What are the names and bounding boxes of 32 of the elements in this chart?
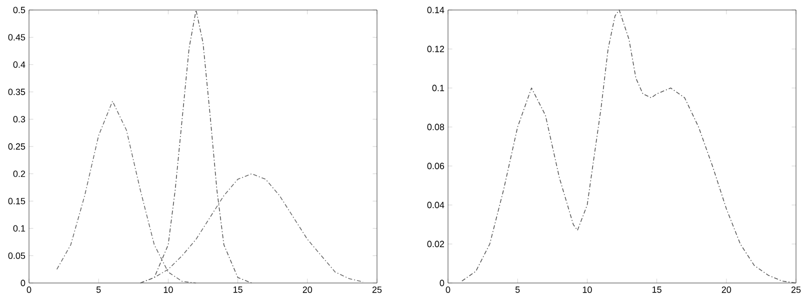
y-tick-label: 0.4 — [13, 61, 26, 68]
x-tick-label: 5 — [96, 286, 101, 293]
x-tick-label: 10 — [582, 286, 592, 293]
y-tick-label: 0.06 — [427, 162, 444, 170]
y-tick-label: 0.5 — [13, 6, 26, 14]
x-tick-label: 20 — [302, 286, 312, 293]
x-tick-label: 5 — [515, 286, 520, 293]
y-tick-label: 0.04 — [427, 202, 444, 208]
y-tick-label: 0.05 — [8, 252, 26, 259]
y-tick-label: 0.25 — [8, 143, 26, 150]
y-tick-label: 0.1 — [432, 84, 444, 92]
y-tick-label: 0.45 — [8, 34, 26, 40]
x-tick-label: 25 — [791, 286, 801, 293]
y-tick-label: 0.12 — [427, 46, 444, 52]
y-tick-label: 0.3 — [13, 116, 26, 122]
x-tick-label: 10 — [164, 286, 173, 293]
y-tick-label: 0.14 — [427, 6, 444, 14]
y-tick-label: 0.35 — [8, 88, 26, 96]
x-tick-label: 15 — [652, 286, 662, 293]
y-tick-label: 0 — [440, 280, 444, 286]
y-tick-label: 0.02 — [427, 240, 444, 248]
line-series — [462, 10, 796, 284]
y-tick-label: 0.1 — [13, 225, 26, 232]
x-tick-label: 20 — [722, 286, 732, 293]
x-tick-label: 0 — [26, 286, 32, 293]
y-tick-label: 0 — [20, 280, 26, 286]
y-tick-label: 0.15 — [8, 198, 26, 204]
y-tick-label: 0.2 — [13, 170, 26, 177]
y-tick-label: 0.08 — [427, 124, 444, 130]
x-tick-label: 0 — [446, 286, 450, 293]
x-tick-label: 25 — [372, 286, 382, 293]
x-tick-label: 15 — [233, 286, 242, 293]
